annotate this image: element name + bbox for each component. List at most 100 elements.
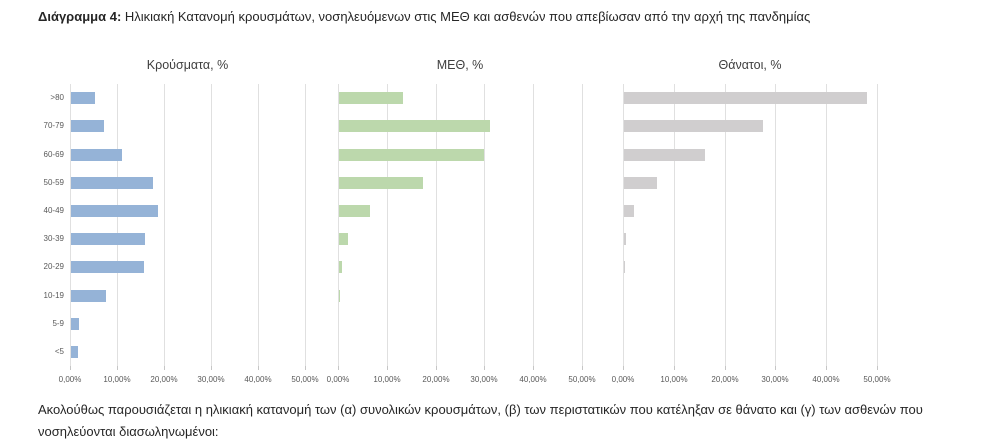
panel-title-icu: ΜΕΘ, % bbox=[436, 58, 484, 72]
y-axis-label: 40-49 bbox=[43, 205, 64, 215]
figure-caption-label: Διάγραμμα 4: bbox=[38, 9, 122, 24]
y-axis-label: 30-39 bbox=[43, 234, 64, 244]
bar-cases-<5 bbox=[71, 345, 78, 358]
x-tick-label: 20,00% bbox=[422, 375, 450, 384]
figure-caption-text: Ηλικιακή Κατανομή κρουσμάτων, νοσηλευόμε… bbox=[121, 9, 811, 24]
bar-deaths-60-69 bbox=[624, 148, 705, 161]
gridline bbox=[70, 84, 71, 366]
x-tick-label: 40,00% bbox=[244, 375, 272, 384]
bar-cases-70-79 bbox=[71, 120, 104, 133]
plot-area-cases: 0,00% 10,00% 20,00% 30,00% 40,00% 50,00% bbox=[59, 84, 319, 384]
axis-tick bbox=[211, 366, 212, 370]
bar-deaths-70-79 bbox=[624, 120, 764, 133]
gridline bbox=[533, 84, 534, 366]
y-axis-label: 20-29 bbox=[43, 262, 64, 272]
gridline bbox=[582, 84, 583, 366]
x-tick-label: 40,00% bbox=[519, 375, 547, 384]
axis-tick bbox=[338, 366, 339, 370]
axis-tick bbox=[164, 366, 165, 370]
y-axis-label: 10-19 bbox=[43, 290, 64, 300]
gridline bbox=[258, 84, 259, 366]
y-axis-label: 5-9 bbox=[52, 318, 64, 328]
x-tick-label: 20,00% bbox=[711, 375, 739, 384]
bar-icu-30-39 bbox=[339, 233, 349, 246]
panel-title-cases: Κρούσματα, % bbox=[146, 58, 229, 72]
x-tick-label: 10,00% bbox=[373, 375, 401, 384]
axis-tick bbox=[484, 366, 485, 370]
axis-tick bbox=[533, 366, 534, 370]
plot-area-icu: 0,00% 10,00% 20,00% 30,00% 40,00% 50,00% bbox=[327, 84, 596, 384]
bar-cases-30-39 bbox=[71, 233, 145, 246]
axis-tick bbox=[258, 366, 259, 370]
bar-icu-50-59 bbox=[339, 176, 424, 189]
x-tick-label: 50,00% bbox=[568, 375, 596, 384]
bar-icu-60-69 bbox=[339, 148, 485, 161]
x-tick-label: 10,00% bbox=[660, 375, 688, 384]
bar-cases-20-29 bbox=[71, 261, 145, 274]
y-axis-label: >80 bbox=[50, 93, 64, 103]
bar-deaths-50-59 bbox=[624, 176, 657, 189]
bar-deaths-40-49 bbox=[624, 204, 635, 217]
axis-tick bbox=[877, 366, 878, 370]
age-distribution-chart: >80 70-79 60-69 50-59 40-49 30-39 20-29 10-19 5-… bbox=[43, 58, 891, 384]
axis-tick bbox=[775, 366, 776, 370]
gridline bbox=[775, 84, 776, 366]
bar-cases-5-9 bbox=[71, 317, 79, 330]
y-axis-label: 50-59 bbox=[43, 177, 64, 187]
panel-title-deaths: Θάνατοι, % bbox=[718, 58, 782, 72]
x-tick-label: 40,00% bbox=[812, 375, 840, 384]
y-axis-label: 70-79 bbox=[43, 121, 64, 131]
bar-icu->80 bbox=[339, 92, 403, 105]
plot-area-deaths: 0,00% 10,00% 20,00% 30,00% 40,00% 50,00% bbox=[612, 84, 891, 384]
y-axis-label: 60-69 bbox=[43, 149, 64, 159]
gridline bbox=[387, 84, 388, 366]
bar-deaths-20-29 bbox=[624, 261, 625, 274]
y-axis-label: <5 bbox=[54, 346, 64, 356]
x-tick-label: 0,00% bbox=[326, 375, 350, 384]
x-tick-label: 30,00% bbox=[197, 375, 225, 384]
x-tick-label: 50,00% bbox=[291, 375, 319, 384]
gridline bbox=[117, 84, 118, 366]
bar-deaths-30-39 bbox=[624, 233, 626, 246]
bar-cases-50-59 bbox=[71, 176, 153, 189]
bar-cases-10-19 bbox=[71, 289, 106, 302]
gridline bbox=[164, 84, 165, 366]
axis-tick bbox=[674, 366, 675, 370]
bar-cases-60-69 bbox=[71, 148, 122, 161]
axis-tick bbox=[436, 366, 437, 370]
x-tick-label: 10,00% bbox=[103, 375, 131, 384]
gridline bbox=[674, 84, 675, 366]
bar-cases-40-49 bbox=[71, 204, 159, 217]
gridline bbox=[623, 84, 624, 366]
gridline bbox=[877, 84, 878, 366]
axis-tick bbox=[623, 366, 624, 370]
gridline bbox=[211, 84, 212, 366]
x-tick-label: 20,00% bbox=[150, 375, 178, 384]
x-tick-label: 30,00% bbox=[470, 375, 498, 384]
axis-tick bbox=[725, 366, 726, 370]
axis-tick bbox=[70, 366, 71, 370]
bar-icu-40-49 bbox=[339, 204, 370, 217]
gridline bbox=[338, 84, 339, 366]
axis-tick bbox=[826, 366, 827, 370]
bar-icu-70-79 bbox=[339, 120, 490, 133]
x-tick-label: 30,00% bbox=[761, 375, 789, 384]
axis-tick bbox=[305, 366, 306, 370]
bar-deaths->80 bbox=[624, 92, 868, 105]
bar-icu-10-19 bbox=[339, 289, 340, 302]
gridline bbox=[826, 84, 827, 366]
body-paragraph: Ακολούθως παρουσιάζεται η ηλικιακή καταν… bbox=[38, 402, 923, 439]
axis-tick bbox=[582, 366, 583, 370]
axis-tick bbox=[117, 366, 118, 370]
gridline bbox=[484, 84, 485, 366]
x-tick-label: 0,00% bbox=[611, 375, 635, 384]
figure-caption: Διάγραμμα 4: Ηλικιακή Κατανομή κρουσμάτω… bbox=[38, 8, 948, 25]
x-tick-label: 50,00% bbox=[863, 375, 891, 384]
bar-cases->80 bbox=[71, 92, 95, 105]
x-tick-label: 0,00% bbox=[58, 375, 82, 384]
axis-tick bbox=[387, 366, 388, 370]
gridline bbox=[725, 84, 726, 366]
gridline bbox=[305, 84, 306, 366]
bar-icu-20-29 bbox=[339, 261, 342, 274]
